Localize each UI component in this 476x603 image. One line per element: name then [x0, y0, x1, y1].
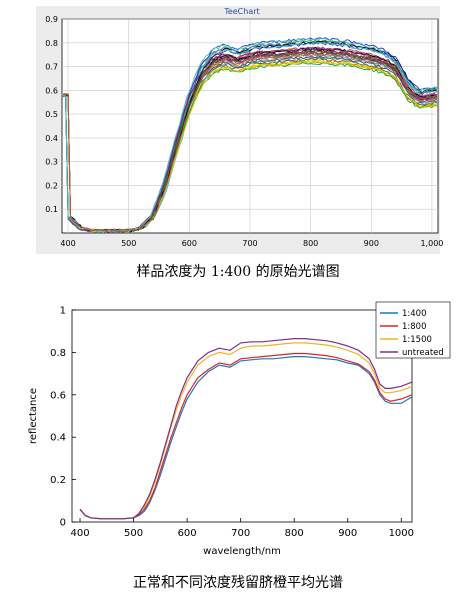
- spectra-lines: [62, 37, 438, 233]
- y-tick-label: 0.4: [45, 134, 58, 143]
- y-tick-label: 0.9: [45, 15, 58, 24]
- mean-spectra-lines: [79, 338, 413, 520]
- legend-label: 1:400: [402, 309, 427, 319]
- x-axis-ticks: 400 500 600 700 800 900 1,000: [60, 239, 443, 248]
- legend-label: 1:800: [402, 322, 427, 332]
- x-tick-label: 400: [60, 239, 75, 248]
- y-tick-label: 0.1: [45, 205, 58, 214]
- x-tick-label: 1,000: [420, 239, 443, 248]
- mean-spectra-chart: 0 0.2 0.4 0.6 0.8 1 400 500 600 700 800 900 1000 re…: [28, 301, 451, 557]
- x-tick-label: 800: [285, 528, 304, 539]
- x-tick-label: 800: [303, 239, 318, 248]
- x-tick-label: 900: [338, 528, 357, 539]
- y-axis-ticks: 0 0.2 0.4 0.6 0.8 1: [50, 306, 76, 529]
- spectrum-line: [62, 50, 438, 233]
- caption-mean-spectra: 正常和不同浓度残留脐橙平均光谱: [133, 575, 343, 591]
- legend: 1:400 1:800 1:1500 untreated: [375, 301, 451, 359]
- caption-raw-spectra: 样品浓度为 1:400 的原始光谱图: [136, 264, 340, 280]
- y-axis-label: reflectance: [28, 388, 39, 444]
- y-tick-label: 0.7: [45, 63, 58, 72]
- y-tick-label: 0.2: [45, 181, 58, 190]
- series-line-untreated: [79, 338, 413, 520]
- chart-title: TeeChart: [223, 7, 259, 16]
- x-axis-label: wavelength/nm: [203, 546, 281, 557]
- y-tick-label: 0.6: [45, 86, 58, 95]
- x-tick-label: 400: [70, 528, 89, 539]
- x-tick-label: 1000: [389, 528, 414, 539]
- x-tick-label: 900: [364, 239, 379, 248]
- plot-area: [71, 309, 413, 523]
- y-axis-ticks: 0.1 0.2 0.3 0.4 0.5 0.6 0.7 0.8 0.9: [45, 15, 58, 214]
- y-tick-label: 0.8: [45, 39, 58, 48]
- x-tick-label: 700: [242, 239, 257, 248]
- x-axis-ticks: 400 500 600 700 800 900 1000: [70, 518, 414, 539]
- x-tick-label: 600: [178, 528, 197, 539]
- x-tick-label: 500: [121, 239, 136, 248]
- y-tick-label: 0: [60, 518, 66, 529]
- y-tick-label: 0.8: [50, 348, 66, 359]
- legend-label: 1:1500: [402, 335, 432, 345]
- y-tick-label: 0.5: [45, 110, 58, 119]
- raw-spectra-chart: TeeChart 0.1 0.2 0.3 0.4 0.5 0.6 0.7 0.8 0.9 400…: [36, 6, 443, 254]
- x-tick-label: 700: [231, 528, 250, 539]
- legend-label: untreated: [402, 348, 444, 358]
- x-tick-label: 500: [124, 528, 143, 539]
- y-tick-label: 1: [60, 306, 66, 317]
- y-tick-label: 0.4: [50, 433, 66, 444]
- legend-box: [375, 301, 451, 359]
- y-tick-label: 0.6: [50, 390, 66, 401]
- y-tick-label: 0.3: [45, 158, 58, 167]
- x-tick-label: 600: [182, 239, 197, 248]
- spectrum-line: [62, 59, 437, 233]
- y-tick-label: 0.2: [50, 475, 66, 486]
